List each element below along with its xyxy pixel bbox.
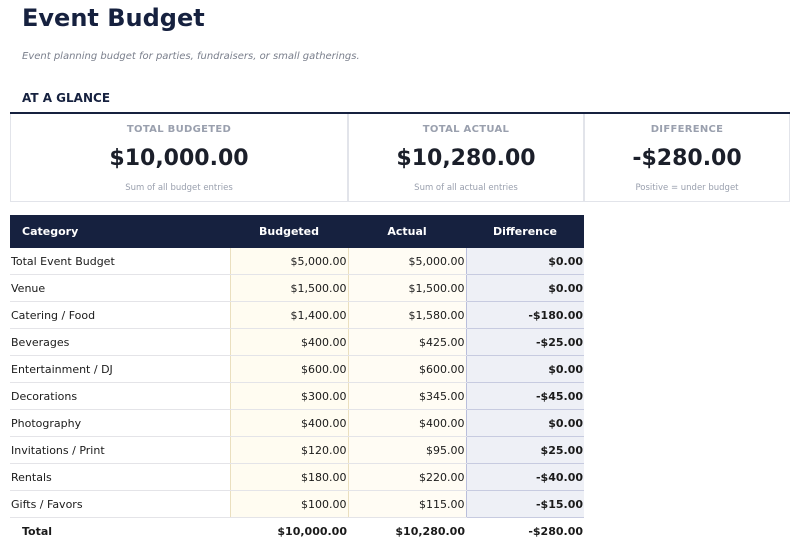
card-note: Sum of all budget entries xyxy=(125,183,233,193)
cell: $220.00 xyxy=(348,463,466,491)
cell: $1,400.00 xyxy=(229,301,349,329)
total-cell: Total xyxy=(10,517,230,544)
cell: $1,580.00 xyxy=(348,301,466,329)
cell: $400.00 xyxy=(229,328,349,356)
cell: $0.00 xyxy=(465,409,584,437)
column-header: Budgeted xyxy=(230,215,348,248)
total-cell: $10,280.00 xyxy=(348,517,466,544)
cell: Invitations / Print xyxy=(10,436,230,464)
cell: Venue xyxy=(10,274,230,302)
card-value: $10,280.00 xyxy=(396,146,536,171)
table-row: Venue $1,500.00 $1,500.00 $0.00 xyxy=(10,274,584,302)
total-cell: -$280.00 xyxy=(466,517,584,544)
table-row: Decorations $300.00 $345.00 -$45.00 xyxy=(10,382,584,410)
cell: $95.00 xyxy=(348,436,466,464)
cell: -$15.00 xyxy=(465,490,584,518)
cell: $100.00 xyxy=(229,490,349,518)
card-value: -$280.00 xyxy=(632,146,742,171)
cell: $120.00 xyxy=(229,436,349,464)
cell: $400.00 xyxy=(348,409,466,437)
cell: $0.00 xyxy=(465,355,584,383)
card-label: DIFFERENCE xyxy=(650,124,724,135)
cell: $400.00 xyxy=(229,409,349,437)
column-header: Category xyxy=(10,215,230,248)
cell: $0.00 xyxy=(465,274,584,302)
cell: $425.00 xyxy=(348,328,466,356)
table-row: Total Event Budget $5,000.00 $5,000.00 $0.0… xyxy=(10,248,584,275)
card-note: Sum of all actual entries xyxy=(414,183,518,193)
cell: Catering / Food xyxy=(10,301,230,329)
cell: -$25.00 xyxy=(465,328,584,356)
cell: Photography xyxy=(10,409,230,437)
cell: $25.00 xyxy=(465,436,584,464)
cell: Decorations xyxy=(10,382,230,410)
summary-cards: TOTAL BUDGETED $10,000.00 Sum of all budge… xyxy=(10,112,790,202)
cell: Rentals xyxy=(10,463,230,491)
cell: $180.00 xyxy=(229,463,349,491)
cell: $300.00 xyxy=(229,382,349,410)
column-header: Difference xyxy=(466,215,584,248)
summary-card: TOTAL BUDGETED $10,000.00 Sum of all budge… xyxy=(10,114,348,202)
table-row: Photography $400.00 $400.00 $0.00 xyxy=(10,409,584,437)
column-header: Actual xyxy=(348,215,466,248)
cell: $345.00 xyxy=(348,382,466,410)
cell: $600.00 xyxy=(348,355,466,383)
subtitle: Event planning budget for parties, fundr… xyxy=(22,51,360,62)
summary-card: DIFFERENCE -$280.00 Positive = under budge… xyxy=(584,114,790,202)
table-row: Beverages $400.00 $425.00 -$25.00 xyxy=(10,328,584,356)
cell: Entertainment / DJ xyxy=(10,355,230,383)
card-value: $10,000.00 xyxy=(109,146,249,171)
cell: $1,500.00 xyxy=(229,274,349,302)
cell: -$180.00 xyxy=(465,301,584,329)
section-heading: AT A GLANCE xyxy=(22,91,111,105)
header-row: Category Budgeted Actual Difference xyxy=(10,215,584,248)
total-cell: $10,000.00 xyxy=(230,517,348,544)
table-row: Catering / Food $1,400.00 $1,580.00 -$180.0… xyxy=(10,301,584,329)
cell: $0.00 xyxy=(465,248,584,275)
table-row: Rentals $180.00 $220.00 -$40.00 xyxy=(10,463,584,491)
title: Event Budget xyxy=(22,4,205,32)
cell: -$40.00 xyxy=(465,463,584,491)
card-label: TOTAL BUDGETED xyxy=(126,124,232,135)
table-row: Gifts / Favors $100.00 $115.00 -$15.00 xyxy=(10,490,584,518)
card-label: TOTAL ACTUAL xyxy=(422,124,510,135)
summary-card: TOTAL ACTUAL $10,280.00 Sum of all actual … xyxy=(348,114,584,202)
cell: -$45.00 xyxy=(465,382,584,410)
cell: $115.00 xyxy=(348,490,466,518)
total-row: Total $10,000.00 $10,280.00 -$280.00 xyxy=(10,517,584,544)
table-row: Invitations / Print $120.00 $95.00 $25.00 xyxy=(10,436,584,464)
table-row: Entertainment / DJ $600.00 $600.00 $0.00 xyxy=(10,355,584,383)
table-body: Total Event Budget $5,000.00 $5,000.00 $0.0… xyxy=(10,248,584,544)
cell: Gifts / Favors xyxy=(10,490,230,518)
card-note: Positive = under budget xyxy=(635,183,739,193)
budget-table: Category Budgeted Actual Difference Total E… xyxy=(10,215,584,544)
cell: $5,000.00 xyxy=(229,248,349,275)
cell: $600.00 xyxy=(229,355,349,383)
cell: $5,000.00 xyxy=(348,248,466,275)
cell: Beverages xyxy=(10,328,230,356)
cell: $1,500.00 xyxy=(348,274,466,302)
cell: Total Event Budget xyxy=(10,248,230,275)
